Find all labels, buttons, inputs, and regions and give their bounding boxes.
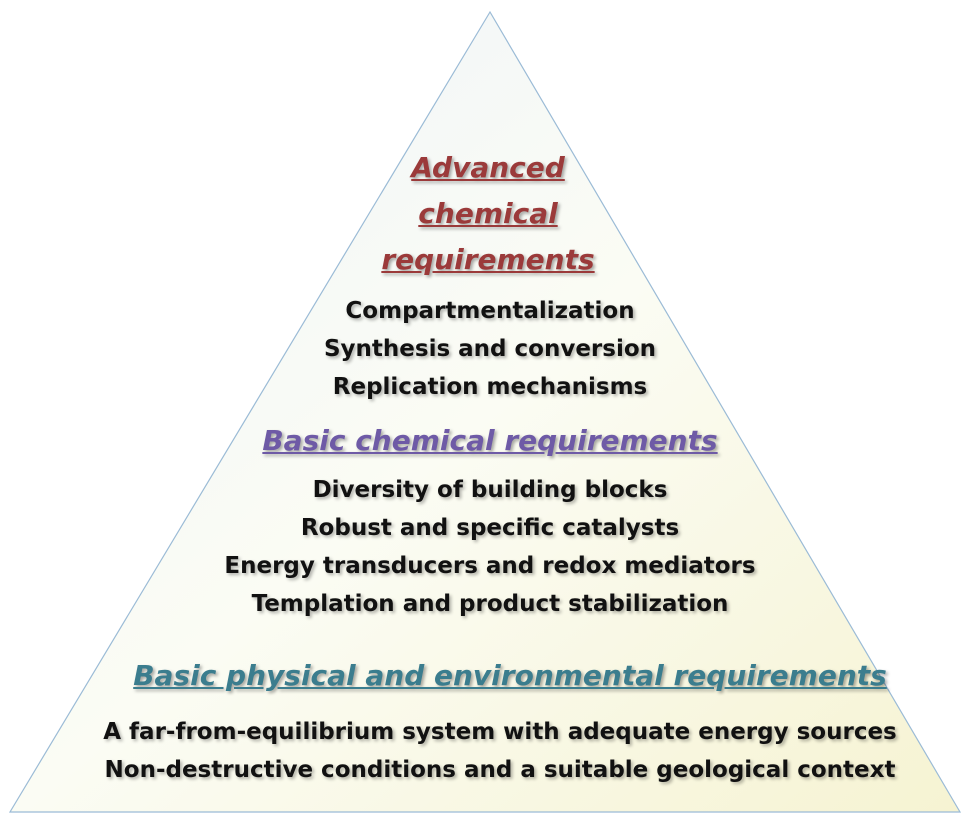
requirement: Synthesis and conversion <box>323 336 657 362</box>
requirement: Robust and specific catalysts <box>300 515 680 541</box>
level-title: Basic physical and environmental require… <box>133 659 887 692</box>
requirement: Diversity of building blocks <box>312 477 668 503</box>
level-title: Advanced chemical requirements <box>381 151 595 276</box>
triangle <box>8 10 962 813</box>
level-title: Basic chemical requirements <box>262 424 718 457</box>
level-items: Compartmentalization Synthesis and conver… <box>190 292 790 406</box>
level-items: A far-from-equilibrium system with adequ… <box>20 713 962 789</box>
requirement: Replication mechanisms <box>332 374 648 400</box>
requirement: A far-from-equilibrium system with adequ… <box>103 719 897 745</box>
requirement: Energy transducers and redox mediators <box>224 553 756 579</box>
requirement: Compartmentalization <box>345 298 635 324</box>
requirement: Non-destructive conditions and a suitabl… <box>104 757 896 783</box>
requirement: Templation and product stabilization <box>251 591 729 617</box>
level-items: Diversity of building blocks Robust and s… <box>140 471 840 623</box>
